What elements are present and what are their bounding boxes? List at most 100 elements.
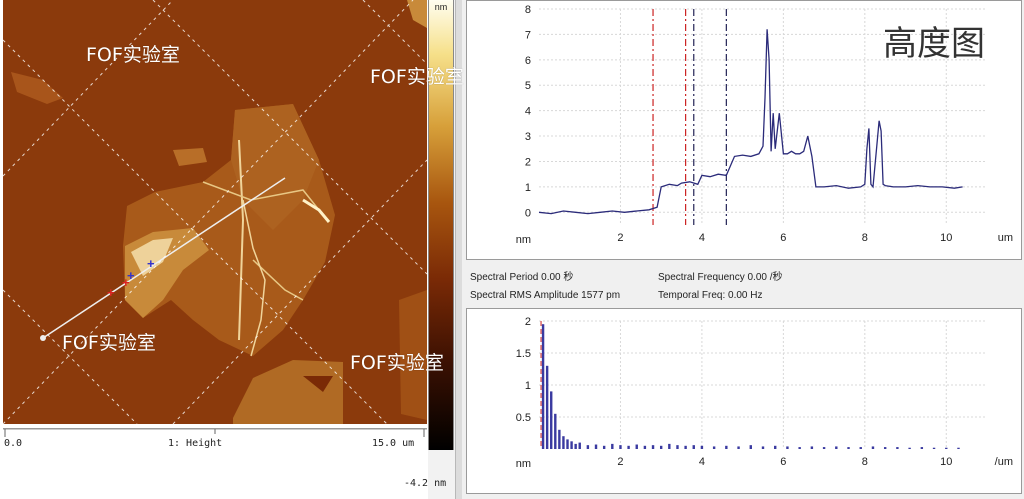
y-axis-label: nm — [516, 458, 531, 470]
spectrum-bar — [578, 442, 581, 449]
section-line-endpoint[interactable] — [40, 335, 46, 341]
spectrum-bar — [602, 445, 606, 449]
height-profile-line — [538, 29, 963, 215]
y-tick-label: 0 — [525, 207, 531, 219]
small-flake — [173, 148, 207, 166]
color-scale-unit: nm — [434, 2, 448, 12]
image-axis-end: 15.0 um — [372, 438, 415, 449]
spectrum-bar — [761, 446, 765, 449]
image-axis-start: 0.0 — [4, 438, 23, 449]
spectrum-bar — [737, 446, 740, 449]
small-flake — [11, 72, 63, 104]
x-tick-label: 8 — [862, 456, 868, 468]
y-tick-label: 4 — [525, 106, 531, 118]
temporal-frequency: Temporal Freq: 0.00 Hz — [658, 290, 763, 301]
spectrum-bar — [810, 446, 814, 449]
watermark-text: FOF实验室 — [86, 44, 180, 66]
spectrum-bar — [570, 441, 573, 449]
spectrum-bar — [651, 445, 655, 449]
red-cursor-marker[interactable]: + — [122, 275, 130, 290]
blue-cursor-marker[interactable]: + — [147, 256, 155, 271]
spectrum-bar — [627, 445, 630, 449]
spectral-frequency: Spectral Frequency 0.00 /秒 — [658, 272, 783, 283]
spectrum-bar — [558, 429, 561, 449]
watermark-text: FOF实验室 — [62, 332, 156, 354]
spectrum-bar — [932, 447, 936, 449]
spectrum-bar — [859, 447, 862, 449]
spectrum-bar — [712, 446, 716, 449]
spectrum-bar — [945, 447, 948, 449]
x-tick-label: 4 — [699, 456, 705, 468]
afm-image-panel: + + + + 0.0 1: Height 15.0 um — [0, 0, 428, 499]
spectrum-bar — [725, 445, 728, 449]
x-tick-label: 10 — [940, 456, 952, 468]
x-tick-label: 6 — [780, 456, 786, 468]
spectrum-bar — [871, 446, 875, 449]
spectrum-bar — [684, 445, 687, 449]
y-tick-label: 2 — [525, 156, 531, 168]
x-tick-label: 2 — [617, 232, 623, 244]
spectrum-box: 0.5 1 1.5 2 2 4 6 8 10 nm/um — [466, 308, 1022, 494]
spectrum-bar — [562, 436, 565, 449]
spectrum-bar — [668, 443, 671, 449]
spectrum-bar — [643, 445, 647, 449]
spectrum-bar — [692, 445, 695, 449]
spectrum-chart[interactable]: 0.5 1 1.5 2 2 4 6 8 10 nm/um — [467, 309, 1021, 493]
blue-cursor-marker[interactable]: + — [127, 268, 135, 283]
spectral-period: Spectral Period 0.00 秒 — [470, 272, 574, 283]
spectrum-bar — [554, 413, 557, 449]
spectrum-bar — [774, 445, 777, 449]
watermark-text: FOF实验室 — [350, 352, 444, 374]
image-channel-label: 1: Height — [168, 438, 223, 449]
spectrum-bar — [574, 443, 577, 449]
spectrum-bar — [700, 445, 704, 449]
spectrum-bar — [541, 324, 545, 449]
section-profile-chart[interactable]: 0 1 2 3 4 5 6 7 8 2 4 6 8 10 nm um — [467, 1, 1021, 259]
section-profile-box: 0 1 2 3 4 5 6 7 8 2 4 6 8 10 nm um — [466, 0, 1022, 260]
y-tick-label: 8 — [525, 4, 531, 16]
spectrum-bar — [798, 447, 801, 449]
y-tick-label: 3 — [525, 131, 531, 143]
spectrum-bar — [822, 447, 826, 449]
spectrum-bar — [611, 443, 614, 449]
spectrum-bar — [883, 447, 887, 449]
y-tick-label: 6 — [525, 55, 531, 67]
spectrum-bar — [586, 445, 590, 449]
color-scale-min: -4.2 nm — [404, 478, 447, 489]
x-tick-label: 4 — [699, 232, 705, 244]
x-axis-label: /um — [995, 456, 1013, 468]
y-tick-label: 1.5 — [516, 348, 531, 360]
spectrum-bar — [908, 447, 911, 449]
y-tick-label: 1 — [525, 182, 531, 194]
spectrum-bar — [786, 446, 789, 449]
edge-flake — [399, 290, 427, 420]
afm-height-image[interactable]: + + + + — [3, 0, 427, 424]
y-tick-label: 5 — [525, 80, 531, 92]
x-tick-label: 8 — [862, 232, 868, 244]
y-tick-label: 0.5 — [516, 412, 531, 424]
spectrum-bar — [659, 445, 663, 449]
spectrum-bar — [920, 447, 924, 449]
spectrum-bar — [835, 446, 838, 449]
spectrum-bar — [676, 445, 679, 449]
red-cursor-marker[interactable]: + — [107, 285, 115, 300]
height-color-scale — [428, 0, 454, 450]
page-title: 高度图 — [883, 24, 985, 64]
y-axis-label: nm — [516, 234, 531, 246]
y-tick-label: 2 — [525, 316, 531, 328]
spectrum-bar — [749, 445, 752, 449]
watermark-lines — [3, 0, 427, 424]
y-tick-label: 1 — [525, 380, 531, 392]
spectral-rms-amplitude: Spectral RMS Amplitude 1577 pm — [470, 290, 621, 301]
x-tick-label: 6 — [780, 232, 786, 244]
spectrum-bar — [545, 365, 549, 449]
spectrum-bar — [619, 445, 622, 449]
image-axis-bar — [3, 428, 427, 451]
small-flake — [407, 0, 427, 28]
spectrum-bar — [896, 447, 899, 449]
spectrum-bar — [594, 444, 598, 449]
spectrum-bar — [847, 447, 850, 449]
spectrum-bar — [550, 391, 553, 449]
watermark-text: FOF实验室 — [370, 66, 464, 88]
x-tick-label: 10 — [940, 232, 952, 244]
